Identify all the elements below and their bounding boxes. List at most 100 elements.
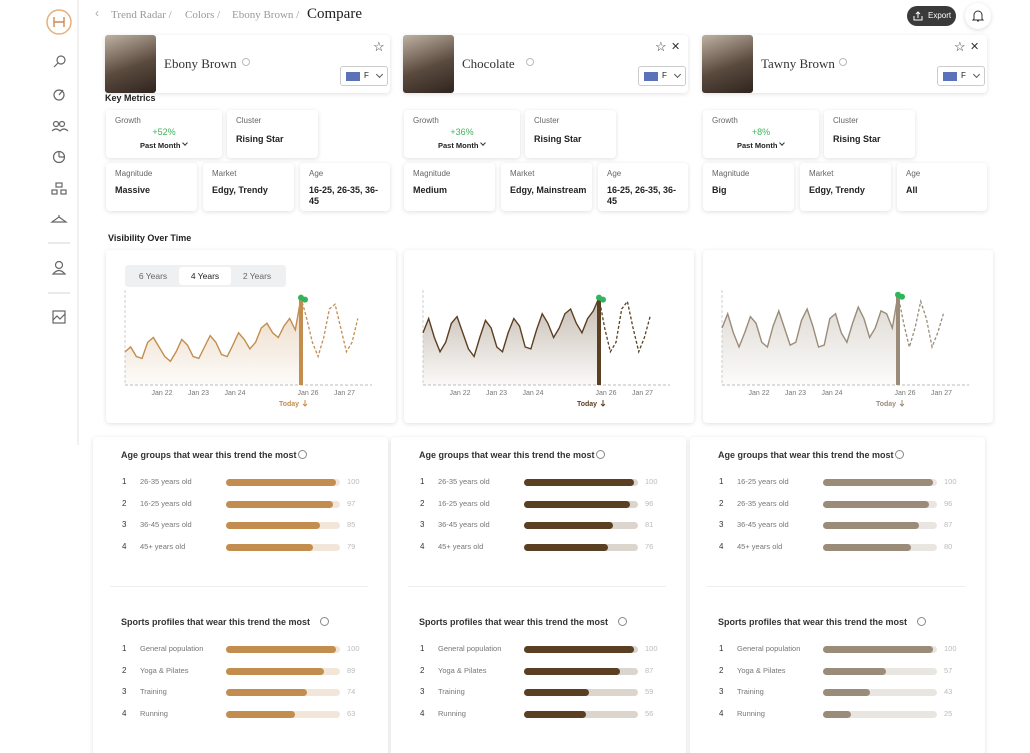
favorite-icon[interactable]: ☆ (373, 39, 385, 54)
metric-label: Age (906, 169, 921, 178)
nav-people[interactable] (51, 120, 69, 132)
trend-card: Ebony Brown ☆ F (105, 35, 390, 93)
x-tick-label: Jan 27 (632, 390, 653, 397)
range-toggle: 6 Years 4 Years 2 Years (125, 265, 286, 287)
ranking-heading: Sports profiles that wear this trend the… (121, 617, 311, 627)
nav-hanger[interactable] (50, 215, 68, 223)
item-label: Yoga & Pilates (737, 665, 786, 675)
metric-value: Edgy, Mainstream (510, 185, 587, 195)
range-option[interactable]: 2 Years (242, 271, 272, 281)
trend-name: Chocolate (462, 56, 515, 71)
item-value: 100 (347, 644, 360, 653)
rank: 1 (420, 477, 425, 486)
nav-radar[interactable] (53, 89, 65, 101)
metric-label: Market (510, 169, 535, 178)
info-icon[interactable] (916, 617, 926, 626)
trend-image (403, 35, 454, 93)
rank: 2 (420, 498, 425, 508)
bar (524, 500, 630, 508)
rank: 3 (122, 687, 127, 697)
period-select[interactable]: Past Month (140, 141, 181, 150)
info-icon[interactable] (617, 617, 627, 626)
logo[interactable] (46, 9, 72, 35)
filter-label: F (961, 71, 966, 80)
area-fill (423, 297, 599, 385)
item-value: 25 (944, 709, 953, 719)
item-label: 36-45 years old (438, 520, 490, 530)
export-label: Export (928, 11, 952, 20)
search-icon[interactable] (241, 58, 250, 66)
divider (408, 586, 666, 587)
bar (524, 479, 634, 486)
item-label: General population (438, 644, 502, 653)
metric-label: Magnitude (712, 169, 750, 178)
chart-card: Jan 22 Jan 23 Jan 24 Jan 26 Jan 27 Today (703, 250, 993, 423)
x-tick-label: Jan 24 (522, 390, 543, 397)
nav-report[interactable] (52, 310, 66, 324)
range-option[interactable]: 6 Years (138, 271, 168, 281)
metric-label: Growth (413, 116, 439, 125)
favorite-icon[interactable]: ☆ (954, 39, 966, 54)
today-bar (299, 297, 303, 385)
area-fill (722, 294, 898, 385)
item-value: 57 (944, 665, 953, 675)
area-fill (125, 297, 301, 385)
item-value: 63 (347, 709, 356, 719)
export-button[interactable]: Export (907, 6, 956, 26)
period-select[interactable]: Past Month (737, 141, 778, 150)
info-icon[interactable] (596, 450, 605, 459)
breadcrumb-item[interactable]: Colors / (185, 9, 221, 21)
item-value: 76 (645, 542, 654, 552)
info-icon[interactable] (319, 617, 329, 626)
breadcrumb-item[interactable]: Trend Radar / (111, 9, 172, 21)
period-select[interactable]: Past Month (438, 141, 479, 150)
range-option[interactable]: 4 Years (179, 267, 231, 285)
ranking-heading: Sports profiles that wear this trend the… (419, 617, 609, 627)
magnitude-box: Magnitude Big (703, 163, 794, 211)
breadcrumb-item[interactable]: Ebony Brown / (232, 9, 300, 21)
item-label: Training (438, 687, 465, 697)
rank: 4 (420, 542, 425, 552)
rank: 1 (719, 644, 724, 653)
metric-label: Growth (712, 116, 738, 125)
search-icon[interactable] (838, 58, 847, 66)
nav-hierarchy[interactable] (51, 182, 67, 195)
bar (823, 479, 933, 486)
nav-user[interactable] (51, 260, 67, 275)
forecast-line (897, 294, 945, 350)
notifications-button[interactable] (965, 3, 991, 29)
nav-search[interactable] (53, 55, 66, 68)
bar (823, 689, 871, 697)
cluster-box: Cluster Rising Star (227, 110, 318, 158)
info-icon[interactable] (298, 450, 307, 459)
rank: 1 (719, 477, 724, 486)
filter-dropdown[interactable]: F (340, 66, 388, 86)
nav-chart[interactable] (52, 150, 66, 164)
item-label: General population (140, 644, 204, 653)
chevron (779, 140, 785, 146)
filter-dropdown[interactable]: F (937, 66, 985, 86)
filter-dropdown[interactable]: F (638, 66, 686, 86)
today-marker (600, 400, 606, 407)
trend-name: Tawny Brown (761, 56, 835, 71)
chevron (673, 70, 682, 79)
favorite-icon[interactable]: ☆ (655, 39, 667, 54)
metric-label: Magnitude (413, 169, 451, 178)
bar (226, 500, 333, 508)
close-icon[interactable]: ✕ (671, 41, 681, 53)
history-line (422, 297, 600, 359)
back-button[interactable]: ‹ (95, 6, 99, 20)
metric-value: Rising Star (534, 134, 582, 144)
item-label: 45+ years old (438, 542, 484, 552)
today-dot (899, 293, 905, 300)
close-icon[interactable]: ✕ (970, 41, 980, 53)
flag (644, 72, 658, 81)
item-value: 87 (944, 520, 953, 530)
info-icon[interactable] (895, 450, 904, 459)
search-icon[interactable] (526, 58, 535, 66)
trend-image (702, 35, 753, 93)
chevron (375, 70, 384, 79)
item-value: 81 (645, 520, 654, 530)
filter-label: F (662, 71, 667, 80)
bar (226, 667, 324, 675)
